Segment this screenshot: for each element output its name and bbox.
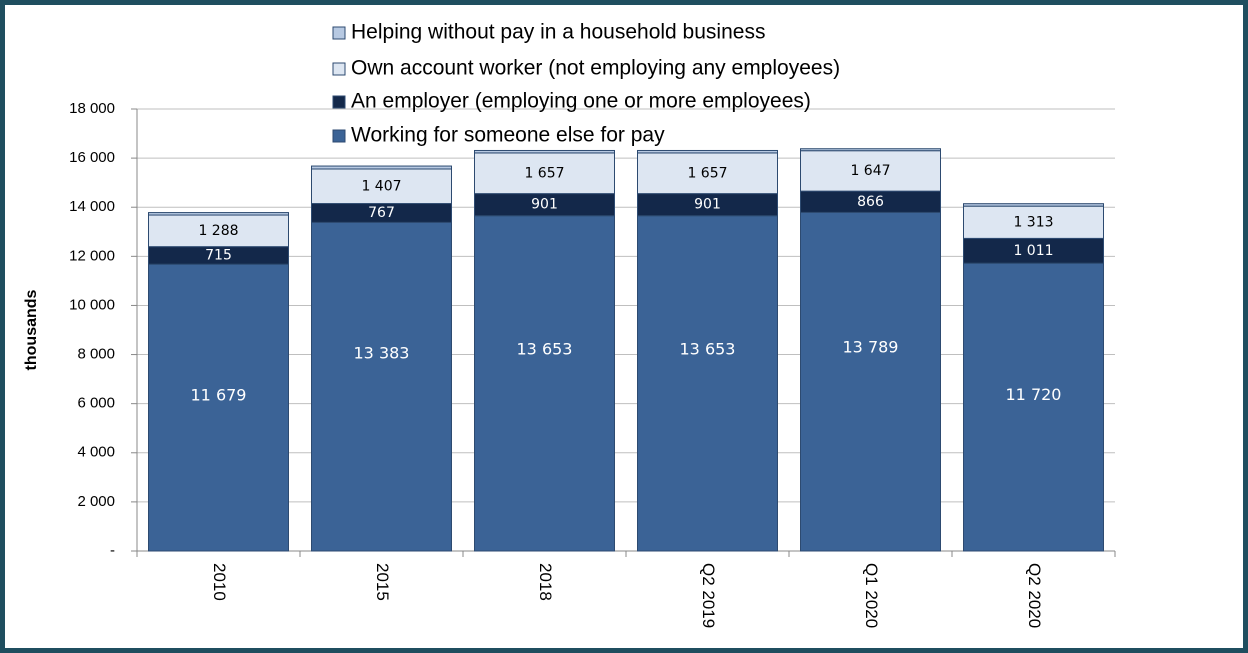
data-label: 1 407 — [361, 178, 401, 194]
data-label: 715 — [205, 247, 232, 263]
bar-segment — [148, 214, 289, 248]
legend-label: Own account worker (not employing any em… — [351, 57, 840, 80]
bar-segment — [963, 205, 1104, 239]
bar-segment — [963, 262, 1104, 552]
bar-segment — [148, 212, 289, 216]
y-tick-label: - — [110, 542, 115, 559]
data-label: 11 720 — [1006, 385, 1062, 404]
x-tick-label: Q2 2020 — [1025, 563, 1044, 628]
data-label: 901 — [531, 197, 558, 213]
legend-swatch — [332, 62, 346, 76]
bar-segment — [637, 149, 778, 154]
data-label: 13 653 — [680, 339, 736, 358]
data-label: 13 653 — [517, 339, 573, 358]
legend-label: Working for someone else for pay — [351, 124, 665, 147]
x-tick-label: 2015 — [373, 563, 392, 601]
y-tick-label: 4 000 — [77, 444, 115, 461]
bar-segment — [637, 152, 778, 195]
bar-segment — [963, 203, 1104, 207]
x-tick-label: Q1 2020 — [862, 563, 881, 628]
legend-swatch — [332, 95, 346, 109]
y-tick-label: 12 000 — [69, 247, 115, 264]
bar-segment — [474, 215, 615, 552]
bar-segment — [800, 148, 941, 152]
y-tick-label: 2 000 — [77, 493, 115, 510]
bar-segment — [637, 215, 778, 552]
bar-segment — [148, 263, 289, 552]
data-label: 1 288 — [198, 223, 238, 239]
data-label: 1 657 — [524, 165, 564, 181]
y-tick-label: 10 000 — [69, 296, 115, 313]
x-tick-label: Q2 2019 — [699, 563, 718, 628]
bar-segment — [474, 149, 615, 154]
bar-segment — [800, 211, 941, 552]
data-label: 1 011 — [1013, 243, 1053, 259]
x-tick-label: 2010 — [210, 563, 229, 601]
y-tick-label: 14 000 — [69, 198, 115, 215]
bar-segment — [800, 150, 941, 192]
y-tick-label: 6 000 — [77, 395, 115, 412]
data-label: 767 — [368, 205, 395, 221]
data-label: 866 — [857, 194, 884, 210]
bar-segment — [963, 237, 1104, 264]
data-label: 1 647 — [850, 163, 890, 179]
data-label: 13 789 — [843, 337, 899, 356]
legend-label: An employer (employing one or more emplo… — [351, 90, 811, 113]
legend-swatch — [332, 26, 346, 40]
legend-label: Helping without pay in a household busin… — [351, 21, 765, 44]
y-tick-label: 8 000 — [77, 346, 115, 363]
bar-segment — [311, 168, 452, 205]
y-tick-label: 16 000 — [69, 149, 115, 166]
data-label: 1 657 — [687, 165, 727, 181]
data-label: 1 313 — [1013, 214, 1053, 230]
data-label: 13 383 — [354, 343, 410, 362]
bar-segment — [474, 152, 615, 195]
y-tick-label: 18 000 — [69, 100, 115, 117]
y-axis-title: thousands — [23, 289, 40, 370]
x-tick-label: 2018 — [536, 563, 555, 601]
bar-segment — [311, 221, 452, 552]
bar-segment — [311, 165, 452, 170]
data-label: 11 679 — [191, 386, 247, 405]
data-label: 901 — [694, 197, 721, 213]
legend-swatch — [332, 129, 346, 143]
